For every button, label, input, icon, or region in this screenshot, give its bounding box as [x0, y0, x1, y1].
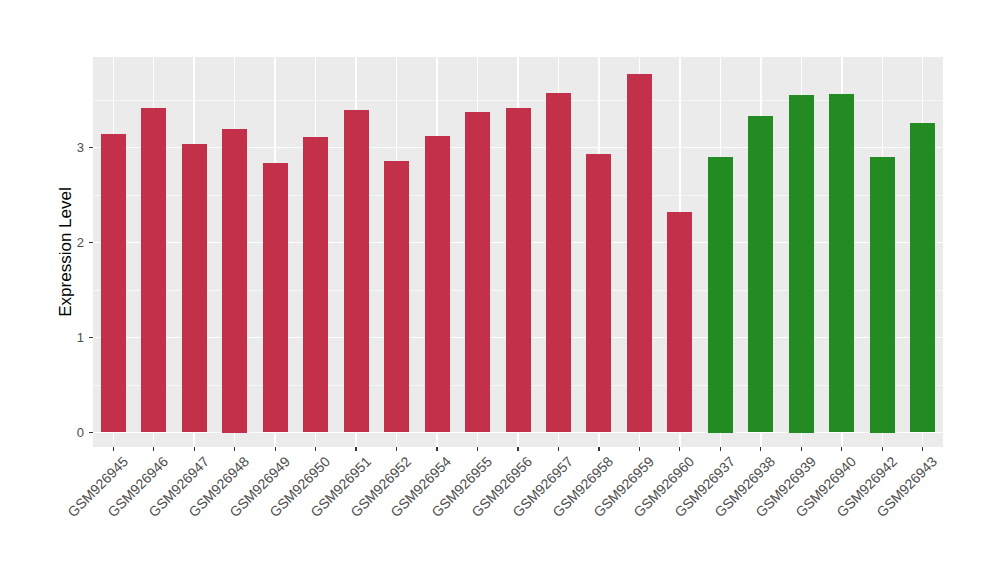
x-tick-mark-GSM926957: [558, 447, 559, 451]
x-tick-mark-GSM926949: [275, 447, 276, 451]
x-tick-mark-GSM926956: [517, 447, 518, 451]
x-tick-mark-GSM926937: [720, 447, 721, 451]
x-tick-mark-GSM926946: [153, 447, 154, 451]
bar-GSM926949: [263, 163, 288, 433]
bar-GSM926958: [586, 154, 611, 432]
x-tick-mark-GSM926952: [396, 447, 397, 451]
x-tick-mark-GSM926954: [436, 447, 437, 451]
x-tick-mark-GSM926959: [639, 447, 640, 451]
bar-GSM926951: [344, 110, 369, 432]
x-tick-mark-GSM926950: [315, 447, 316, 451]
x-tick-mark-GSM926947: [194, 447, 195, 451]
bar-GSM926945: [101, 134, 126, 432]
x-tick-mark-GSM926948: [234, 447, 235, 451]
bar-GSM926950: [303, 137, 328, 432]
x-tick-mark-GSM926945: [113, 447, 114, 451]
bar-GSM926942: [870, 157, 895, 433]
bar-GSM926938: [748, 116, 773, 432]
y-tick-mark-2: [89, 242, 93, 243]
bar-GSM926960: [667, 212, 692, 432]
x-tick-mark-GSM926943: [922, 447, 923, 451]
bar-GSM926937: [708, 157, 733, 433]
bar-GSM926956: [506, 108, 531, 433]
x-tick-mark-GSM926939: [801, 447, 802, 451]
x-tick-mark-GSM926942: [882, 447, 883, 451]
x-tick-mark-GSM926951: [355, 447, 356, 451]
bar-GSM926946: [141, 108, 166, 433]
y-tick-mark-0: [89, 432, 93, 433]
y-tick-label-0: 0: [40, 425, 84, 441]
y-tick-label-3: 3: [40, 140, 84, 156]
bar-GSM926948: [222, 129, 247, 433]
bar-GSM926940: [829, 94, 854, 432]
bar-GSM926959: [627, 74, 652, 432]
y-tick-label-1: 1: [40, 330, 84, 346]
y-tick-label-2: 2: [40, 235, 84, 251]
bar-GSM926952: [384, 161, 409, 433]
x-tick-mark-GSM926955: [477, 447, 478, 451]
bar-GSM926947: [182, 144, 207, 433]
expression-bar-chart: Expression Level 0123GSM926945GSM926946G…: [0, 0, 1000, 580]
y-tick-mark-1: [89, 337, 93, 338]
y-axis-title: Expression Level: [56, 187, 76, 316]
x-tick-mark-GSM926938: [760, 447, 761, 451]
x-tick-mark-GSM926958: [598, 447, 599, 451]
bar-GSM926955: [465, 112, 490, 432]
bar-GSM926939: [789, 95, 814, 432]
bar-GSM926957: [546, 93, 571, 432]
x-tick-mark-GSM926960: [679, 447, 680, 451]
bar-GSM926954: [425, 136, 450, 432]
plot-panel: [93, 57, 943, 447]
y-tick-mark-3: [89, 147, 93, 148]
bar-GSM926943: [910, 123, 935, 433]
x-tick-mark-GSM926940: [841, 447, 842, 451]
